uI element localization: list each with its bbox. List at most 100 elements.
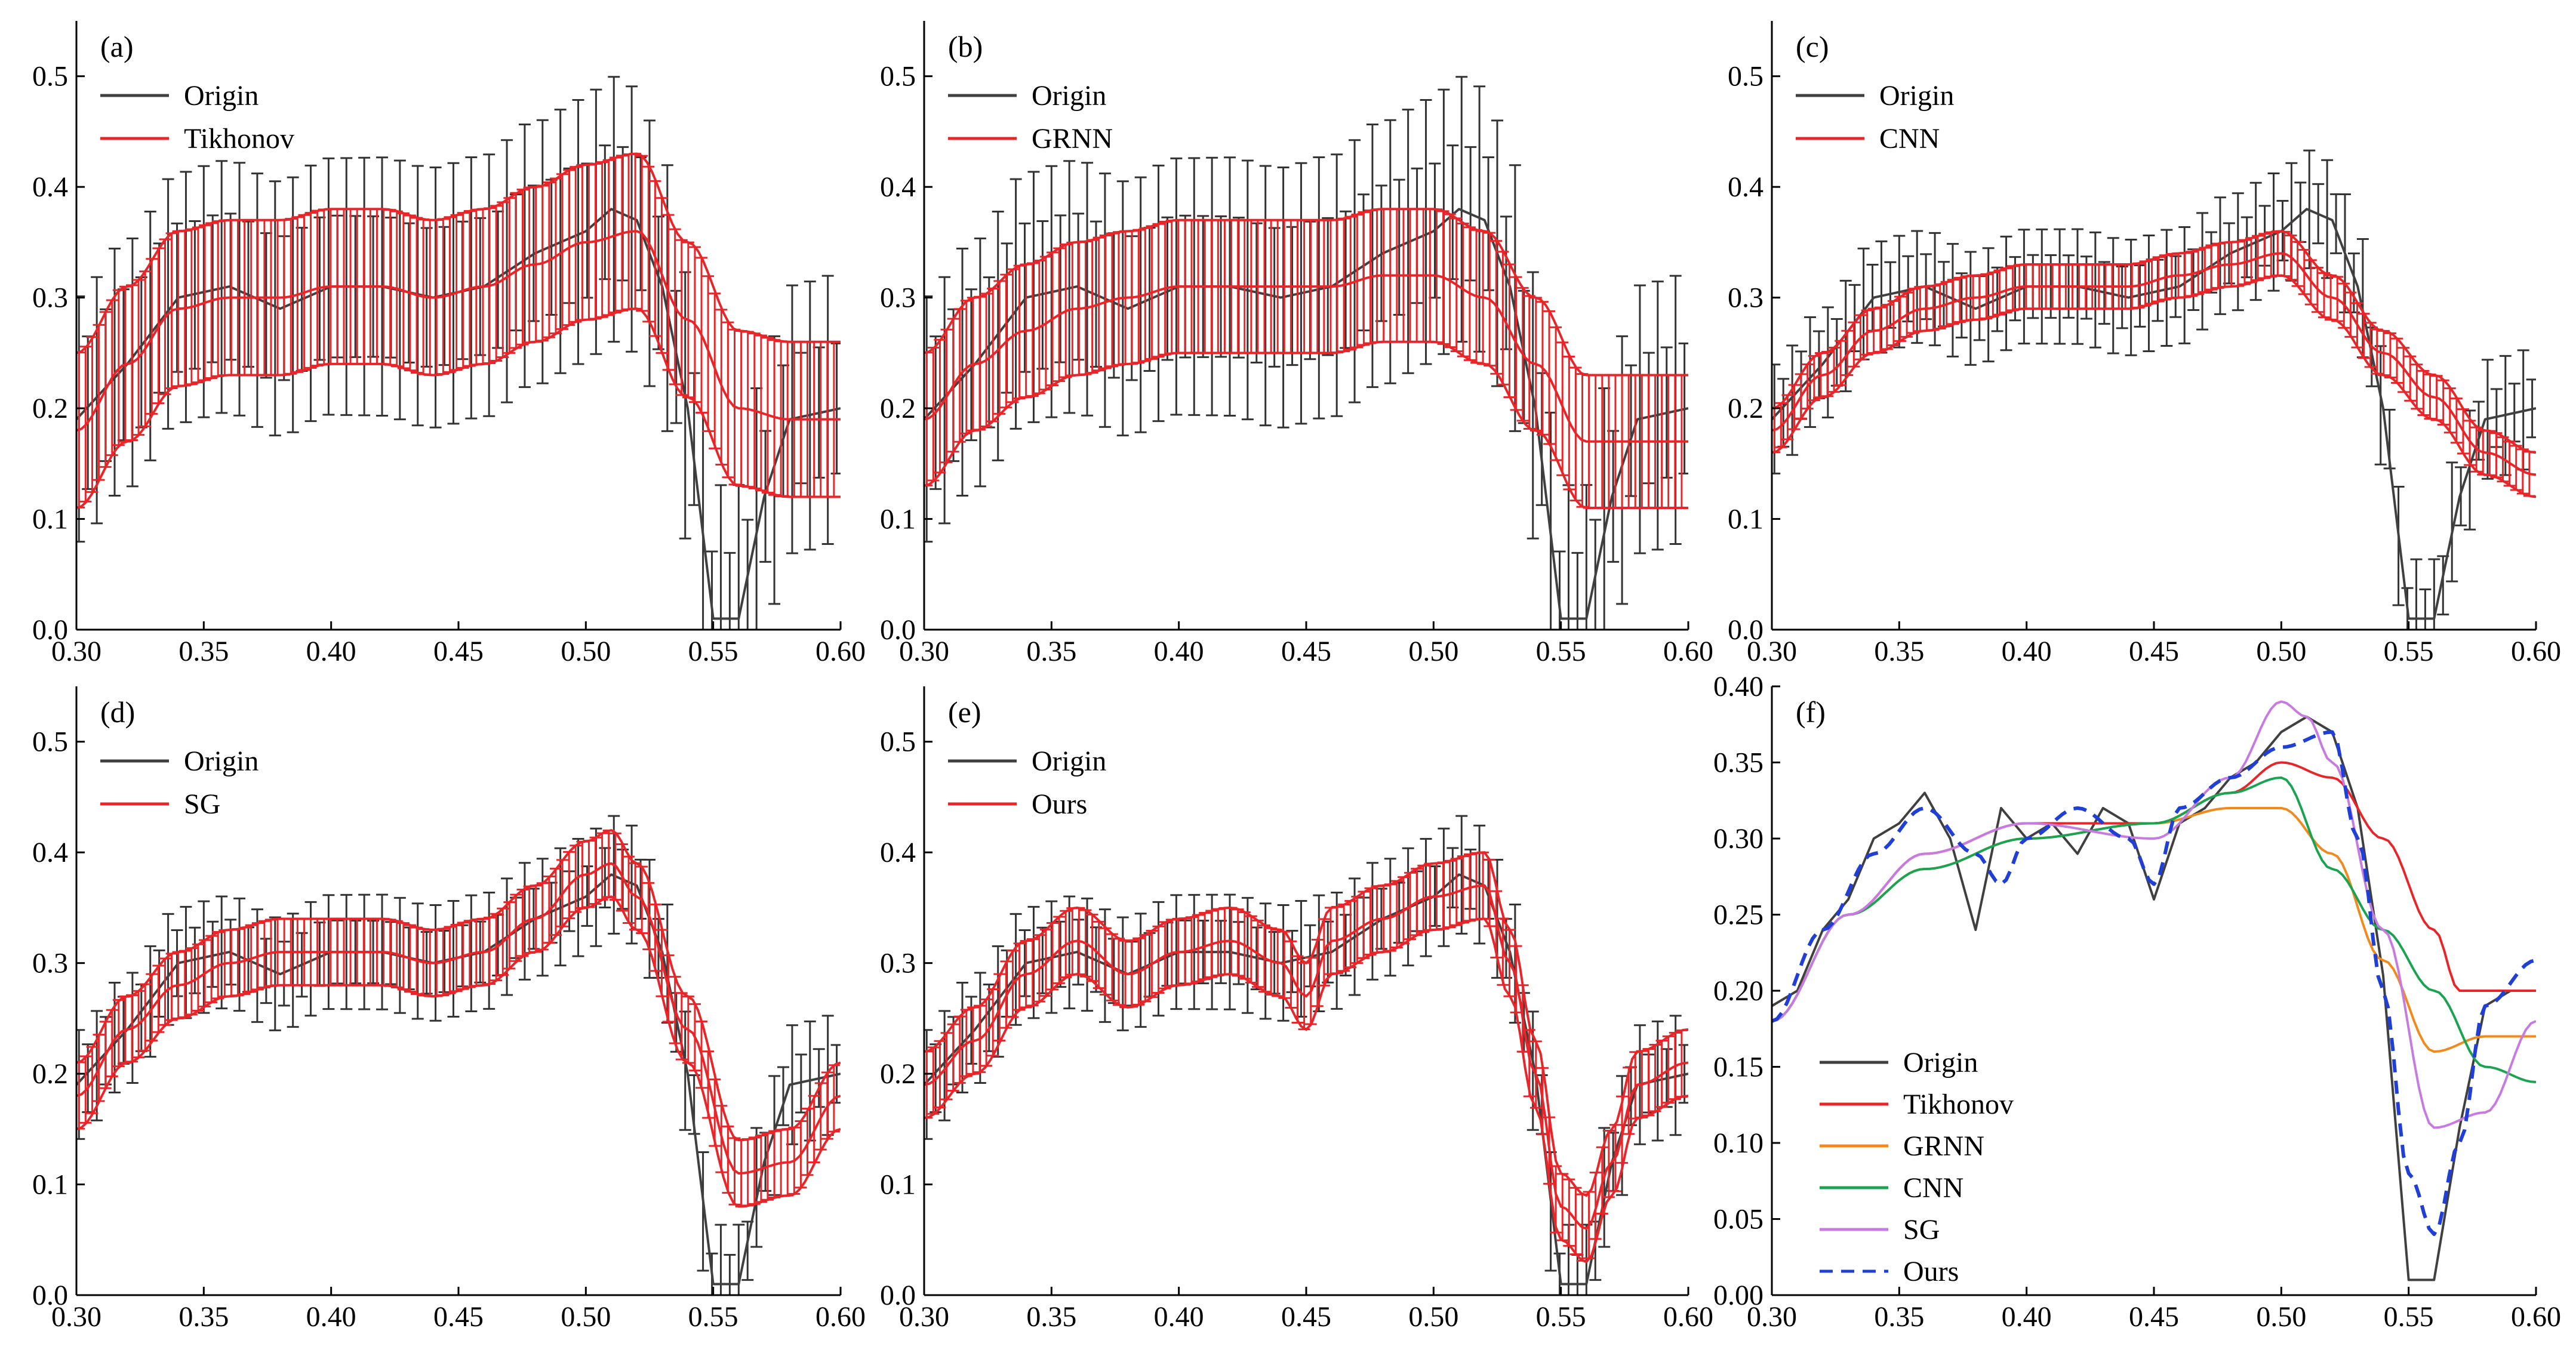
panel-d: 0.30 0.35 0.40 0.45 0.50 0.55 0.60 0.0 0.1 0.2 0.3… [32, 686, 866, 1333]
x-tick-label: 0.30 [899, 636, 949, 667]
series-grnn [924, 274, 1688, 443]
series-cnn [1772, 252, 2536, 476]
x-tick-label: 0.50 [2256, 636, 2306, 667]
y-tick-label: 0.30 [1713, 823, 1764, 855]
panel-label: (b) [948, 30, 983, 63]
series-origin [76, 873, 841, 1286]
panel-label: (c) [1796, 30, 1829, 63]
panel-label: (d) [100, 695, 135, 729]
x-tick-label: 0.60 [1663, 636, 1713, 667]
legend: Origin CNN [1796, 80, 1954, 155]
y-tick-label: 0.5 [1728, 61, 1764, 93]
x-tick-label: 0.35 [1874, 636, 1924, 667]
x-tick-label: 0.55 [688, 636, 738, 667]
band-upper [924, 851, 1688, 1197]
x-tick-label: 0.30 [51, 636, 101, 667]
y-tick-label: 0.3 [880, 282, 916, 314]
band-lower [76, 895, 841, 1208]
y-tick-label: 0.1 [32, 504, 68, 535]
legend-label: Tikhonov [184, 123, 294, 155]
panel-c: 0.30 0.35 0.40 0.45 0.50 0.55 0.60 0.0 0.1 0.2 0.3… [1728, 21, 2561, 667]
y-tick-label: 0.4 [880, 171, 916, 203]
y-tick-label: 0.0 [880, 614, 916, 646]
y-tick-label: 0.2 [880, 1058, 916, 1090]
series-origin [1772, 716, 2536, 1281]
legend-label: Origin [1879, 80, 1954, 112]
error-bars-tikhonov [76, 153, 840, 509]
x-tick-label: 0.60 [815, 1301, 866, 1333]
plot-area [1772, 149, 2536, 630]
legend-label: Origin [1032, 745, 1106, 777]
error-bars-cnn [1772, 230, 2535, 497]
legend-label: Origin [184, 80, 258, 112]
x-tick-label: 0.45 [433, 1301, 484, 1333]
y-tick-label: 0.05 [1713, 1204, 1764, 1235]
x-tick-label: 0.45 [433, 636, 484, 667]
y-tick-label: 0.15 [1713, 1052, 1764, 1083]
panel-label: (a) [100, 30, 134, 63]
band-lower [1772, 274, 2536, 498]
legend-label: SG [184, 788, 220, 820]
y-tick-label: 0.25 [1713, 899, 1764, 931]
series-sg [1772, 700, 2536, 1129]
legend-label: Origin [1903, 1047, 1978, 1078]
series-cnn [1772, 776, 2536, 1083]
legend: Origin Tikhonov GRNN CNN SG Ours [1820, 1047, 2014, 1287]
x-tick-label: 0.40 [306, 636, 356, 667]
band-upper [76, 152, 841, 355]
legend-label: Tikhonov [1903, 1089, 2014, 1120]
panel-f: 0.30 0.35 0.40 0.45 0.50 0.55 0.60 0.00 0.05 0.10… [1713, 671, 2561, 1333]
x-tick-label: 0.30 [1747, 1301, 1797, 1333]
x-tick-label: 0.60 [1663, 1301, 1713, 1333]
plot-area [76, 76, 841, 630]
x-tick-label: 0.40 [306, 1301, 356, 1333]
legend-label: GRNN [1903, 1130, 1984, 1162]
panel-label: (e) [948, 695, 981, 729]
x-tick-label: 0.60 [2511, 636, 2561, 667]
y-tick-label: 0.1 [880, 1169, 916, 1201]
y-tick-label: 0.4 [32, 837, 68, 868]
legend: Origin Ours [948, 745, 1106, 820]
x-tick-label: 0.40 [2002, 1301, 2052, 1333]
x-tick-label: 0.50 [1408, 1301, 1458, 1333]
x-tick-label: 0.50 [561, 1301, 611, 1333]
legend-label: Origin [1032, 80, 1106, 112]
legend-label: GRNN [1032, 123, 1113, 155]
x-tick-label: 0.35 [1026, 636, 1076, 667]
x-tick-label: 0.60 [815, 636, 866, 667]
x-tick-label: 0.30 [51, 1301, 101, 1333]
y-tick-label: 0.2 [1728, 393, 1764, 424]
band-upper [924, 208, 1688, 377]
legend: Origin SG [100, 745, 258, 820]
error-bars-ours [924, 851, 1688, 1262]
x-tick-label: 0.55 [2384, 1301, 2434, 1333]
x-tick-label: 0.50 [1408, 636, 1458, 667]
y-tick-label: 0.0 [32, 1280, 68, 1311]
y-tick-label: 0.4 [1728, 171, 1764, 203]
series-sg [76, 862, 841, 1175]
y-tick-label: 0.2 [880, 393, 916, 424]
y-tick-label: 0.2 [32, 1058, 68, 1090]
error-bars-origin [924, 815, 1688, 1295]
x-tick-label: 0.50 [561, 636, 611, 667]
x-tick-label: 0.55 [2384, 636, 2434, 667]
y-tick-label: 0.5 [32, 726, 68, 758]
panel-b: 0.30 0.35 0.40 0.45 0.50 0.55 0.60 0.0 0.1 0.2 0.3… [880, 21, 1713, 667]
y-tick-label: 0.5 [32, 61, 68, 93]
x-tick-label: 0.40 [2002, 636, 2052, 667]
y-tick-label: 0.5 [880, 61, 916, 93]
x-tick-label: 0.35 [178, 636, 229, 667]
band-upper [1772, 230, 2536, 454]
panel-e: 0.30 0.35 0.40 0.45 0.50 0.55 0.60 0.0 0.1 0.2 0.3… [880, 686, 1713, 1333]
x-tick-label: 0.30 [1747, 636, 1797, 667]
legend-label: CNN [1879, 123, 1940, 155]
x-tick-label: 0.50 [2256, 1301, 2306, 1333]
y-tick-label: 0.00 [1713, 1280, 1764, 1311]
x-tick-label: 0.30 [899, 1301, 949, 1333]
x-tick-label: 0.55 [1536, 1301, 1586, 1333]
legend: Origin GRNN [948, 80, 1113, 155]
y-tick-label: 0.3 [880, 948, 916, 979]
x-tick-label: 0.40 [1154, 1301, 1204, 1333]
series-ours [924, 884, 1688, 1230]
